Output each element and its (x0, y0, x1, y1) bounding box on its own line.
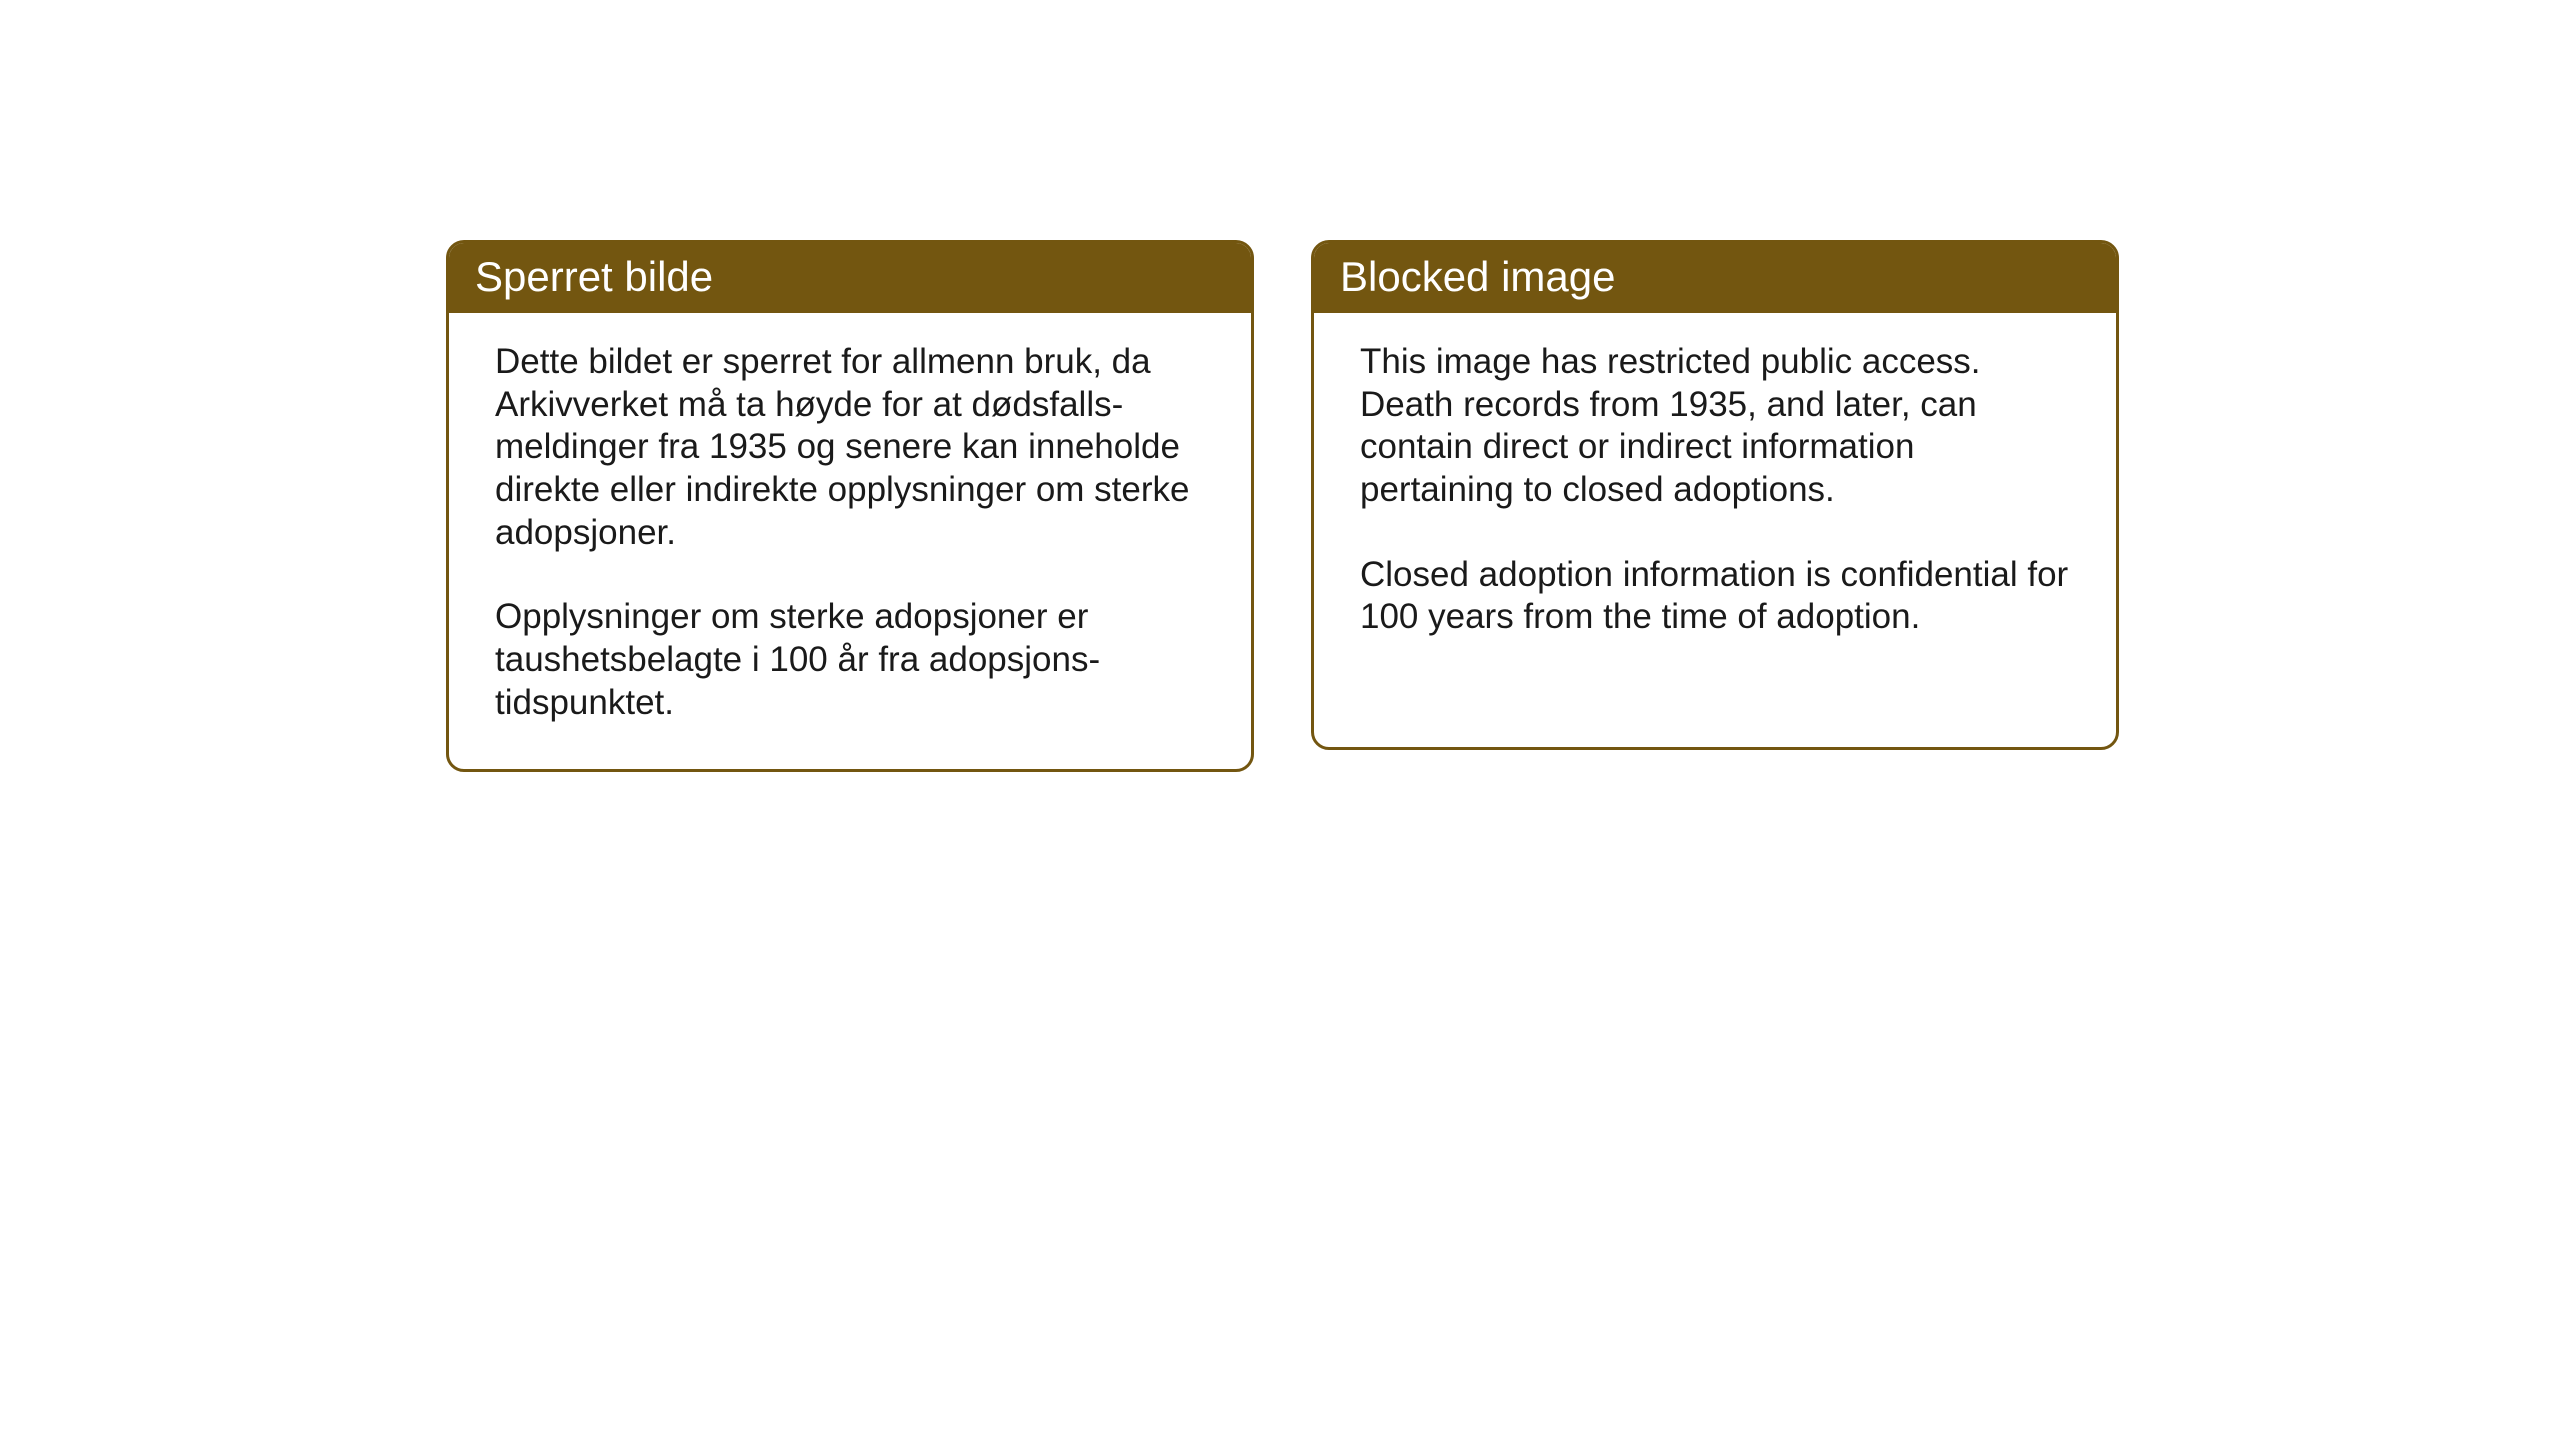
notice-card-norwegian: Sperret bilde Dette bildet er sperret fo… (446, 240, 1254, 772)
notice-body-english: This image has restricted public access.… (1314, 313, 2116, 683)
notice-paragraph-2-norwegian: Opplysninger om sterke adopsjoner er tau… (495, 596, 1205, 724)
notice-title-norwegian: Sperret bilde (475, 253, 713, 300)
notice-paragraph-1-norwegian: Dette bildet er sperret for allmenn bruk… (495, 341, 1205, 554)
notice-paragraph-1-english: This image has restricted public access.… (1360, 341, 2070, 512)
notice-header-norwegian: Sperret bilde (449, 243, 1251, 313)
notice-card-english: Blocked image This image has restricted … (1311, 240, 2119, 750)
notice-title-english: Blocked image (1340, 253, 1615, 300)
notice-body-norwegian: Dette bildet er sperret for allmenn bruk… (449, 313, 1251, 769)
notice-container: Sperret bilde Dette bildet er sperret fo… (446, 240, 2119, 772)
notice-header-english: Blocked image (1314, 243, 2116, 313)
notice-paragraph-2-english: Closed adoption information is confident… (1360, 554, 2070, 639)
